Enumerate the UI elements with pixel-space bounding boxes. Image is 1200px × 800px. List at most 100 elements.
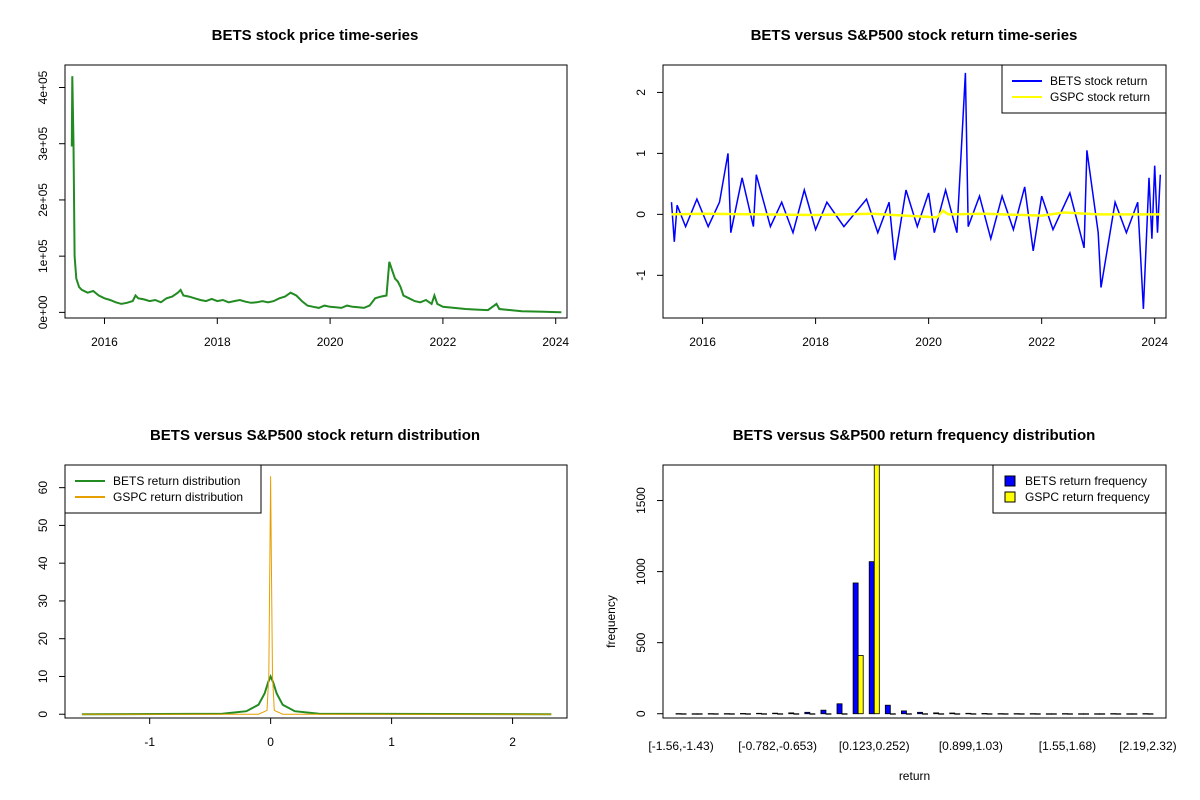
bar-gspc-20 — [1002, 713, 1009, 715]
bar-bets-3 — [723, 713, 730, 715]
legend-label: GSPC return frequency — [1025, 490, 1150, 504]
y-tick-label: 0 — [634, 710, 648, 717]
bar-bets-16 — [933, 712, 940, 715]
bar-bets-11 — [852, 582, 859, 715]
y-tick-label: 1500 — [634, 487, 648, 514]
bar-gspc-10 — [841, 713, 848, 715]
bar-gspc-18 — [970, 713, 977, 715]
bar-gspc-27 — [1115, 713, 1122, 715]
bar-bets-15 — [917, 711, 923, 715]
bar-gspc-23 — [1050, 713, 1057, 715]
bar-gspc-17 — [954, 713, 961, 715]
x-tick-label: 2018 — [802, 335, 829, 349]
bar-gspc-22 — [1034, 713, 1041, 715]
legend-swatch — [1004, 475, 1016, 487]
y-tick-label: 1e+05 — [36, 239, 50, 273]
bar-bets-7 — [788, 712, 795, 715]
bar-gspc-13 — [889, 713, 896, 715]
chart-title: BETS versus S&P500 stock return time-ser… — [751, 27, 1078, 44]
bar-gspc-28 — [1131, 713, 1138, 715]
y-tick-label: 3e+05 — [36, 127, 50, 161]
chart-title: BETS versus S&P500 return frequency dist… — [733, 427, 1096, 444]
x-tick-label: [0.123,0.252) — [839, 739, 910, 753]
bar-gspc-8 — [809, 713, 816, 715]
x-tick-label: 2024 — [542, 335, 569, 349]
x-tick-label: 0 — [267, 735, 274, 749]
legend-box — [992, 464, 1167, 514]
bar-bets-29 — [1142, 713, 1149, 715]
bar-bets-14 — [901, 710, 907, 715]
series-line-gspc-return-distribution — [81, 476, 552, 715]
y-tick-label: 60 — [36, 481, 50, 495]
y-tick-label: 1000 — [634, 558, 648, 585]
series-line-bets-return-distribution — [81, 674, 552, 716]
legend-label: BETS return frequency — [1025, 474, 1147, 488]
x-tick-label: 2022 — [430, 335, 457, 349]
bar-bets-19 — [981, 713, 988, 715]
bar-bets-24 — [1062, 713, 1068, 715]
legend-box — [64, 464, 262, 514]
chart-title: BETS versus S&P500 stock return distribu… — [150, 427, 480, 444]
y-tick-label: 2e+05 — [36, 183, 50, 217]
y-tick-label: 0 — [634, 211, 648, 218]
y-tick-label: 1 — [634, 150, 648, 157]
x-tick-label: 1 — [388, 735, 395, 749]
legend-label: BETS return distribution — [113, 474, 240, 488]
bar-bets-8 — [804, 711, 811, 715]
legend-box — [1001, 64, 1167, 114]
bar-gspc-29 — [1147, 713, 1154, 715]
bar-bets-5 — [756, 712, 762, 715]
y-tick-label: 50 — [36, 518, 50, 532]
series-line-gspc-stock-return — [671, 209, 1161, 219]
bar-bets-12 — [868, 561, 875, 715]
bar-gspc-15 — [922, 713, 928, 715]
x-tick-label: [1.55,1.68) — [1039, 739, 1096, 753]
bar-bets-6 — [772, 712, 779, 715]
bar-gspc-21 — [1018, 713, 1025, 715]
bar-bets-2 — [707, 713, 714, 715]
y-tick-label: -1 — [634, 270, 648, 281]
chart-title: BETS stock price time-series — [212, 27, 419, 44]
x-tick-label: [-1.56,-1.43) — [648, 739, 713, 753]
x-tick-label: 2022 — [1028, 335, 1055, 349]
x-tick-label: 2018 — [204, 335, 231, 349]
bar-bets-25 — [1078, 713, 1084, 715]
bar-gspc-7 — [793, 713, 800, 715]
x-tick-label: [0.899,1.03) — [939, 739, 1003, 753]
bar-gspc-5 — [761, 713, 767, 715]
y-tick-label: 40 — [36, 556, 50, 570]
x-tick-label: 2016 — [689, 335, 716, 349]
legend-swatch — [1004, 491, 1016, 503]
bar-bets-26 — [1094, 713, 1101, 715]
y-tick-label: 10 — [36, 669, 50, 683]
bar-gspc-2 — [712, 713, 719, 715]
bar-bets-10 — [836, 703, 843, 715]
bar-bets-23 — [1045, 713, 1052, 715]
x-tick-label: 2 — [509, 735, 516, 749]
bar-gspc-19 — [986, 713, 993, 715]
bar-bets-4 — [740, 713, 746, 715]
plot-frame — [662, 464, 1167, 719]
legend: BETS stock return GSPC stock return — [1001, 64, 1167, 114]
plot-frame — [64, 64, 568, 319]
bar-gspc-12 — [873, 464, 880, 715]
y-tick-label: 0 — [36, 711, 50, 718]
bar-bets-20 — [997, 713, 1004, 715]
chart-panel-2: BETS versus S&P500 stock return time-ser… — [634, 27, 1168, 349]
y-tick-label: 20 — [36, 632, 50, 646]
chart-panel-4: BETS versus S&P500 return frequency dist… — [604, 427, 1177, 783]
bar-gspc-1 — [696, 713, 703, 715]
legend-label: BETS stock return — [1050, 74, 1147, 88]
y-tick-label: 0e+00 — [36, 295, 50, 329]
x-tick-label: 2020 — [317, 335, 344, 349]
bar-bets-27 — [1110, 713, 1117, 715]
chart-panel-3: BETS versus S&P500 stock return distribu… — [36, 427, 568, 749]
bar-bets-18 — [965, 712, 972, 715]
x-tick-label: 2020 — [915, 335, 942, 349]
chart-panel-1: BETS stock price time-series 0e+00 1e+05 2e… — [36, 27, 569, 349]
bar-gspc-3 — [728, 713, 735, 715]
y-axis-label: frequency — [604, 595, 618, 648]
bar-gspc-14 — [906, 713, 912, 715]
legend-label: GSPC return distribution — [113, 490, 243, 504]
